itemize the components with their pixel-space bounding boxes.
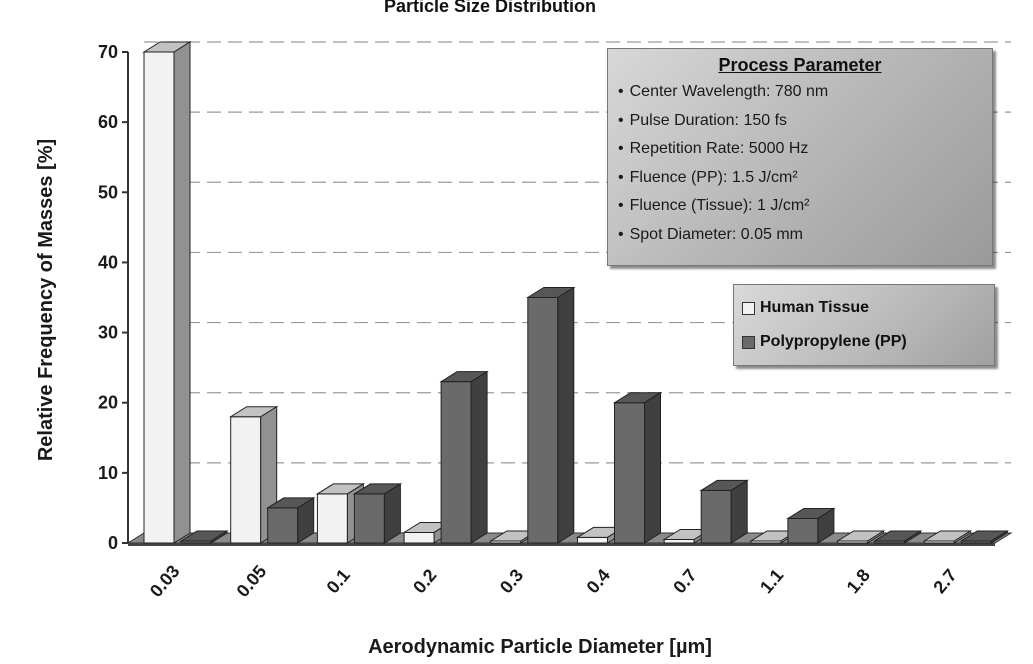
y-tick-label: 60 <box>98 112 118 132</box>
bar-human-tissue-1-8 <box>835 530 886 544</box>
y-tick-label: 50 <box>98 182 118 202</box>
bar-human-tissue-0-03-front <box>143 51 175 544</box>
bar-polypropylene-0-2-front <box>440 381 472 544</box>
bar-polypropylene-0-3 <box>526 286 576 544</box>
bar-polypropylene-0-1-side <box>383 482 401 544</box>
legend-item-polypropylene: Polypropylene (PP) <box>742 325 986 359</box>
bar-polypropylene-0-7-side <box>730 479 748 544</box>
x-tick-label: 0.03 <box>146 561 184 601</box>
x-axis-title: Aerodynamic Particle Diameter [µm] <box>368 636 712 658</box>
x-tick-labels: 0.03 0.05 0.1 0.2 0.3 0.4 0.7 1.1 1.8 2.7 <box>146 561 961 601</box>
bar-human-tissue-0-1-front <box>316 493 348 544</box>
bar-polypropylene-1-1-side <box>817 507 835 544</box>
bar-polypropylene-1-1-front <box>787 517 819 544</box>
param-spot-diameter: Spot Diameter: 0.05 mm <box>618 221 982 250</box>
bar-polypropylene-0-4 <box>612 391 663 544</box>
bar-polypropylene-0-05-side <box>297 497 315 544</box>
bar-human-tissue-1-8-side <box>867 530 885 544</box>
legend-label-human-tissue: Human Tissue <box>760 299 870 316</box>
bar-human-tissue-0-05 <box>228 405 279 544</box>
x-tick-label: 0.2 <box>409 565 440 597</box>
x-tick-label: 1.8 <box>843 565 874 597</box>
legend-item-human-tissue: Human Tissue <box>742 291 986 325</box>
y-tick-label: 0 <box>108 533 118 553</box>
bar-human-tissue-2-7-side <box>953 530 971 544</box>
legend-swatch-polypropylene <box>742 335 755 349</box>
bar-human-tissue-0-2-front <box>403 531 435 544</box>
legend: Human Tissue Polypropylene (PP) <box>733 284 995 366</box>
legend-label-polypropylene: Polypropylene (PP) <box>760 333 907 350</box>
param-center-wavelength: Center Wavelength: 780 nm <box>618 78 982 107</box>
bar-human-tissue-0-03-side <box>173 41 191 544</box>
x-tick-label: 1.1 <box>756 565 787 597</box>
param-fluence-pp: Fluence (PP): 1.5 J/cm² <box>618 164 982 193</box>
bar-human-tissue-0-03 <box>142 41 192 544</box>
y-tick-label: 20 <box>98 393 118 413</box>
bar-polypropylene-0-1-front <box>353 493 385 544</box>
bar-human-tissue-0-4-front <box>577 536 608 544</box>
x-tick-label: 0.4 <box>583 565 614 597</box>
bar-polypropylene-0-4-side <box>644 391 661 544</box>
bar-polypropylene-0-7 <box>699 479 749 544</box>
bar-polypropylene-1-8-side <box>904 530 922 544</box>
process-parameter-list: Center Wavelength: 780 nm Pulse Duration… <box>618 78 982 249</box>
bar-polypropylene-0-03-side <box>210 530 228 544</box>
process-parameter-title: Process Parameter <box>718 55 882 75</box>
bar-polypropylene-0-4-front <box>614 402 645 544</box>
y-axis-title: Relative Frequency of Masses [%] <box>35 139 57 461</box>
y-tick-label: 10 <box>98 463 118 483</box>
bar-human-tissue-0-7-front <box>663 538 695 544</box>
bar-polypropylene-0-1 <box>352 482 403 544</box>
chart-title: Particle Size Distribution <box>384 0 596 16</box>
bar-polypropylene-0-7-front <box>700 489 732 544</box>
bar-polypropylene-0-3-front <box>527 297 559 544</box>
param-repetition-rate: Repetition Rate: 5000 Hz <box>618 135 982 164</box>
floor-edge <box>128 543 995 546</box>
y-tick-label: 70 <box>98 42 118 62</box>
bar-polypropylene-1-1 <box>786 507 836 544</box>
bars <box>142 41 1010 544</box>
y-tick-label: 40 <box>98 252 118 272</box>
bar-polypropylene-0-05-front <box>267 507 299 544</box>
param-pulse-duration: Pulse Duration: 150 fs <box>618 107 982 136</box>
bar-polypropylene-1-8 <box>872 530 923 544</box>
bar-polypropylene-0-03 <box>179 530 229 544</box>
x-tick-label: 0.7 <box>669 565 700 597</box>
x-tick-label: 0.05 <box>233 561 271 601</box>
x-tick-label: 0.3 <box>496 565 527 597</box>
bar-polypropylene-2-7 <box>959 530 1010 544</box>
process-parameter-box: Process Parameter Center Wavelength: 780… <box>607 48 993 266</box>
y-tick-label: 30 <box>98 323 118 343</box>
legend-swatch-human-tissue <box>742 301 755 315</box>
bar-polypropylene-0-2-side <box>470 370 488 544</box>
bar-human-tissue-2-7 <box>922 530 973 544</box>
bar-human-tissue-0-05-front <box>230 416 262 544</box>
param-fluence-tissue: Fluence (Tissue): 1 J/cm² <box>618 192 982 221</box>
y-axis: 0 10 20 30 40 50 60 70 <box>98 42 129 553</box>
bar-polypropylene-0-2 <box>439 370 489 544</box>
bar-polypropylene-0-05 <box>265 497 316 544</box>
x-tick-label: 0.1 <box>322 565 353 597</box>
x-tick-label: 2.7 <box>929 565 960 597</box>
bar-polypropylene-0-3-side <box>557 286 575 544</box>
bar-polypropylene-2-7-side <box>990 530 1008 544</box>
